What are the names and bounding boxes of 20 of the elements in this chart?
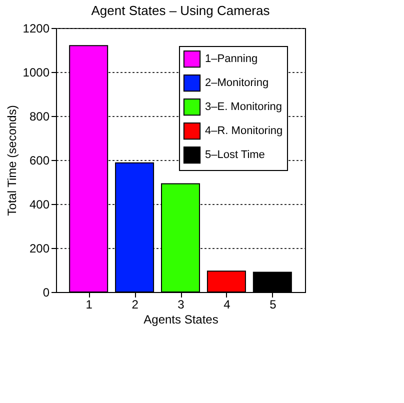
legend-label: 2–Monitoring [205,77,269,89]
x-tick-label: 3 [178,298,185,312]
y-tick-label: 800 [29,110,50,124]
y-tick-label: 400 [29,198,50,212]
x-tick-label: 5 [270,298,277,312]
y-tick-label: 200 [29,242,50,256]
y-axis-title: Total Time (seconds) [4,105,19,216]
legend-label: 1–Panning [205,53,258,65]
y-tick-label: 600 [29,154,50,168]
legend-label: 3–E. Monitoring [205,101,282,113]
chart-title: Agent States – Using Cameras [91,3,270,18]
y-tick-label: 0 [42,286,50,300]
x-axis-title: Agents States [144,312,218,326]
x-tick-label: 2 [132,298,139,312]
y-tick-label: 1200 [22,22,50,36]
y-tick-label: 1000 [22,66,50,80]
x-tick-label: 1 [86,298,93,312]
legend-label: 5–Lost Time [205,149,265,161]
x-tick-label: 4 [224,298,231,312]
legend-label: 4–R. Monitoring [205,125,283,137]
